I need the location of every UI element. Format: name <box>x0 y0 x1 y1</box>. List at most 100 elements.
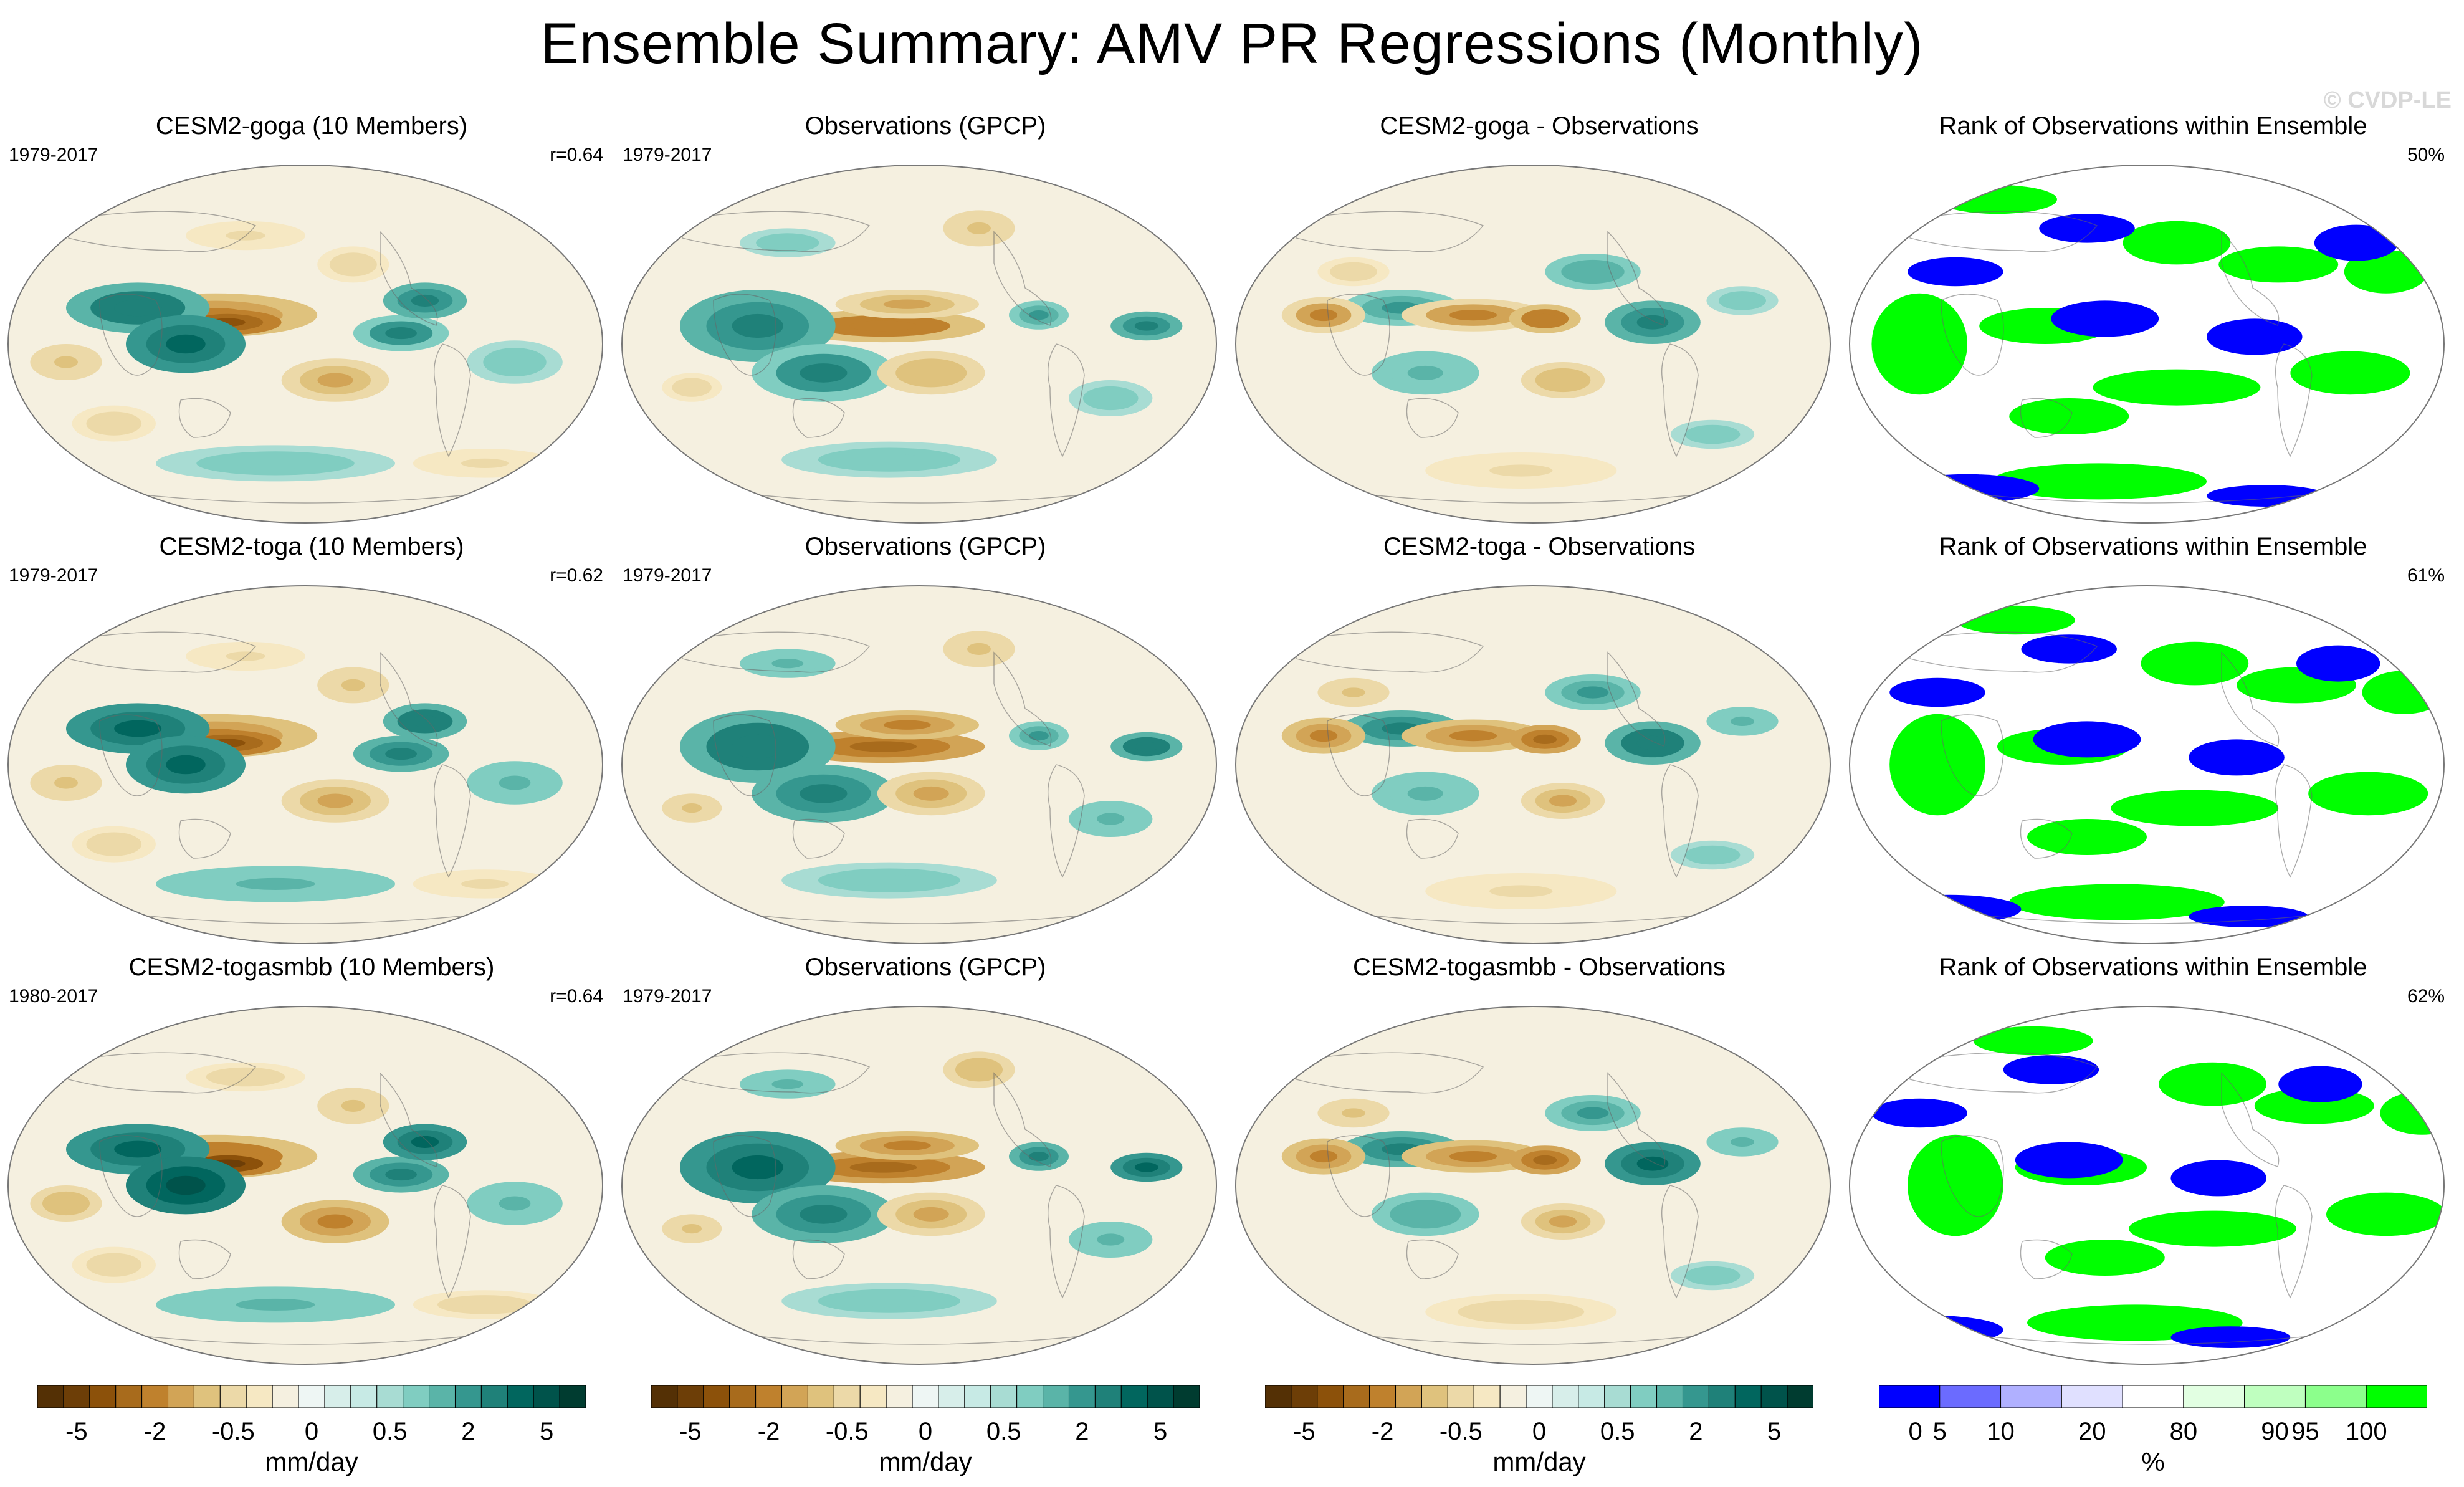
contour-region <box>341 1099 365 1112</box>
colorbar-box <box>1447 1385 1474 1408</box>
contour-region <box>461 879 509 889</box>
contour-region <box>1407 786 1443 801</box>
colorbar-box <box>1734 1385 1762 1408</box>
obs-map <box>621 585 1217 944</box>
model-field <box>8 1006 603 1364</box>
colorbar-tick-label: -5 <box>679 1418 702 1445</box>
rank-low-region <box>2189 906 2309 927</box>
contour-region <box>1577 686 1609 699</box>
colorbar-box <box>651 1385 678 1408</box>
pattern-correlation: r=0.64 <box>550 145 603 165</box>
contour-region <box>1489 885 1553 897</box>
rank-low-region <box>1878 894 2022 924</box>
contour-region <box>385 1169 417 1181</box>
contour-region <box>1730 1137 1755 1147</box>
contour-region <box>1134 321 1158 331</box>
colorbar-box <box>193 1385 221 1408</box>
colorbar-box <box>429 1385 456 1408</box>
watermark-logo: © CVDP-LE <box>2323 87 2452 113</box>
contour-region <box>771 658 804 669</box>
colorbar-box <box>729 1385 757 1408</box>
rank-low-region <box>2314 224 2399 261</box>
colorbar-box <box>1291 1385 1318 1408</box>
map-outline <box>1235 165 1831 524</box>
contour-region <box>849 741 917 752</box>
colorbar-box <box>990 1385 1018 1408</box>
map-outline <box>1849 1006 2445 1365</box>
contour-region <box>800 363 848 383</box>
rank-map <box>1849 1006 2445 1365</box>
colorbar-box <box>912 1385 939 1408</box>
contour-region <box>853 874 925 887</box>
rank-field <box>1850 1006 2444 1364</box>
contour-region <box>114 299 162 317</box>
colorbar-tick-label: -0.5 <box>1440 1418 1483 1445</box>
panel-years: 1979-2017 <box>623 565 712 586</box>
colorbar-box <box>168 1385 194 1408</box>
rank-low-region <box>2170 1160 2266 1197</box>
colorbar-obs: -5 -2 -0.5 0 0.5 2 5 mm/day <box>651 1385 1200 1476</box>
contour-region <box>461 1299 509 1310</box>
panel-years: 1980-2017 <box>9 986 98 1006</box>
contour-region <box>1549 1215 1577 1228</box>
contour-region <box>1097 1233 1125 1246</box>
rank-high-region <box>1991 463 2207 500</box>
colorbar-tick-label: 95 <box>2291 1418 2319 1445</box>
panel-title: Rank of Observations within Ensemble <box>1939 112 2367 140</box>
rank-high-region <box>2290 351 2410 395</box>
colorbar-tick-label: 100 <box>2346 1418 2387 1445</box>
colorbar-box <box>1879 1385 1941 1408</box>
contour-region <box>100 1259 128 1271</box>
contour-region <box>883 720 931 730</box>
model-field <box>8 165 603 523</box>
rank-low-region <box>2207 318 2303 355</box>
contour-region <box>166 755 206 775</box>
rank-panel: Rank of Observations within Ensemble 61% <box>1848 533 2458 944</box>
contour-region <box>1549 795 1577 807</box>
colorbar-box <box>1526 1385 1553 1408</box>
contour-region <box>853 454 925 466</box>
obs-field <box>622 165 1216 523</box>
colorbar-units: mm/day <box>265 1447 358 1476</box>
colorbar-box <box>2244 1385 2306 1408</box>
colorbar-box <box>559 1385 586 1408</box>
contour-region <box>54 1197 79 1210</box>
contour-region <box>385 327 417 340</box>
panel-title: CESM2-togasmbb (10 Members) <box>128 954 495 981</box>
contour-region <box>682 382 702 393</box>
panel-title: CESM2-toga - Observations <box>1383 533 1696 560</box>
colorbar-box <box>807 1385 834 1408</box>
panel-title: Observations (GPCP) <box>805 533 1046 560</box>
colorbar-box <box>1787 1385 1813 1408</box>
map-outline <box>1235 585 1831 944</box>
colorbar-tick-label: -2 <box>1372 1418 1394 1445</box>
colorbar-box <box>376 1385 404 1408</box>
obs-map <box>621 165 1217 524</box>
map-outline <box>1849 585 2445 944</box>
contour-region <box>883 299 931 309</box>
map-outline <box>621 585 1217 944</box>
rank-high-region <box>2027 819 2147 855</box>
contour-region <box>849 320 917 332</box>
rank-panel: Rank of Observations within Ensemble 62% <box>1848 954 2458 1365</box>
colorbar-box <box>1939 1385 2002 1408</box>
colorbar-tick-label: 5 <box>1933 1418 1947 1445</box>
contour-region <box>341 679 365 691</box>
map-outline <box>7 165 603 524</box>
rank-high-region <box>2093 369 2261 406</box>
colorbar-tick-label: -0.5 <box>212 1418 255 1445</box>
rank-low-region <box>2051 300 2159 337</box>
contour-region <box>114 720 162 737</box>
diff-field <box>1236 1006 1830 1364</box>
contour-region <box>166 1175 206 1195</box>
contour-region <box>1097 813 1125 825</box>
colorbar-box <box>833 1385 861 1408</box>
model-panel: CESM2-toga (10 Members) 1979-2017 r=0.62 <box>6 533 617 944</box>
contour-region <box>1730 295 1755 306</box>
colorbar-box <box>2122 1385 2184 1408</box>
colorbar-box <box>1473 1385 1501 1408</box>
contour-region <box>1407 365 1443 380</box>
panel-title: CESM2-goga (10 Members) <box>155 112 468 140</box>
pattern-correlation: r=0.62 <box>550 565 603 586</box>
contour-region <box>1449 730 1497 742</box>
